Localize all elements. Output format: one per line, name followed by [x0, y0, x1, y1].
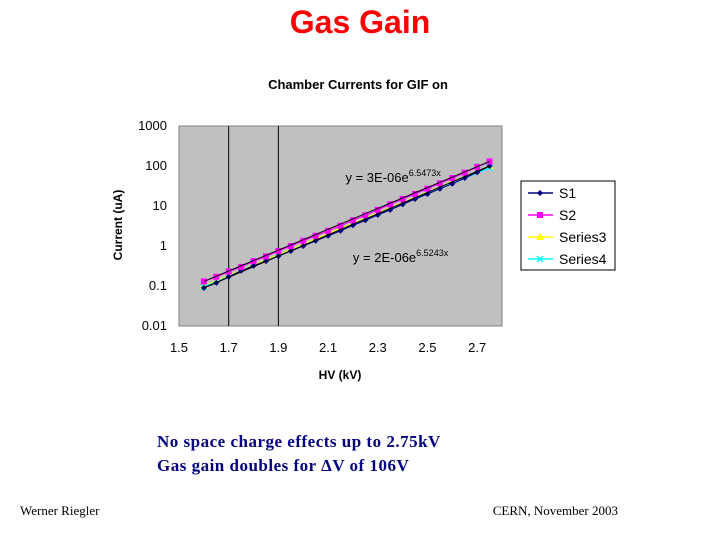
- trendline: [203, 165, 490, 289]
- chart: Chamber Currents for GIF on 1.5 1.7 1.9 2.1…: [111, 77, 616, 382]
- data-point: [362, 212, 369, 219]
- data-point: [374, 206, 381, 213]
- data-point: [449, 175, 456, 182]
- data-point: [300, 237, 307, 244]
- data-point: [387, 206, 394, 213]
- trendline-exponent: 6.5473x: [409, 168, 442, 178]
- x-tick-label: 1.7: [220, 340, 238, 355]
- y-axis-label: Current (uA): [111, 190, 125, 261]
- legend-swatch-marker: [537, 190, 543, 196]
- data-point: [275, 247, 282, 254]
- chart-title: Chamber Currents for GIF on: [268, 77, 448, 92]
- data-point: [337, 222, 344, 229]
- y-tick-label: 0.01: [142, 318, 167, 333]
- trendline-exponent: 6.5243x: [416, 248, 449, 258]
- x-tick-label: 2.1: [319, 340, 337, 355]
- legend-label: S1: [559, 185, 576, 201]
- data-point: [312, 232, 319, 239]
- y-tick-label: 0.1: [149, 278, 167, 293]
- data-point: [213, 273, 220, 280]
- legend-box: [520, 180, 616, 271]
- legend-entry-s1: S1: [528, 185, 576, 201]
- data-point: [436, 180, 443, 187]
- legend: S1 S2 Series3 Series4: [520, 180, 616, 271]
- legend-entry-series3: Series3: [528, 229, 607, 245]
- data-point: [424, 190, 431, 197]
- legend-label: Series4: [559, 251, 607, 267]
- x-axis-label: HV (kV): [319, 368, 362, 382]
- legend-entry-s2: S2: [528, 207, 576, 223]
- legend-swatch-marker: [536, 233, 544, 240]
- x-tick-label: 1.9: [269, 340, 287, 355]
- data-point: [287, 243, 294, 249]
- x-tick-label: 2.5: [418, 340, 436, 355]
- legend-swatch-marker: [537, 212, 543, 218]
- x-tick-label: 2.7: [468, 340, 486, 355]
- trendline: [203, 160, 490, 282]
- data-point: [461, 175, 468, 182]
- y-tick-label: 100: [145, 158, 167, 173]
- data-point: [412, 190, 419, 197]
- legend-label: S2: [559, 207, 576, 223]
- data-point: [238, 263, 245, 270]
- data-point: [349, 217, 356, 224]
- note-line-2: Gas gain doubles for ΔV of 106V: [157, 456, 410, 475]
- footer-venue: CERN, November 2003: [492, 503, 618, 518]
- data-point: [436, 185, 443, 192]
- y-tick-label: 1: [160, 238, 167, 253]
- data-point: [399, 195, 406, 202]
- x-tick-label: 2.3: [369, 340, 387, 355]
- footer-author: Werner Riegler: [20, 503, 100, 518]
- legend-swatch-marker: [536, 255, 544, 263]
- legend-entry-series4: Series4: [528, 251, 607, 267]
- data-point: [461, 169, 468, 176]
- data-point: [262, 253, 269, 260]
- legend-label: Series3: [559, 229, 607, 245]
- data-point: [424, 185, 431, 192]
- note-line-1: No space charge effects up to 2.75kV: [157, 432, 441, 451]
- data-point: [387, 201, 394, 208]
- slide-title: Gas Gain: [289, 4, 431, 40]
- y-tick-label: 10: [153, 198, 167, 213]
- x-tick-label: 1.5: [170, 340, 188, 355]
- y-tick-label: 1000: [138, 118, 167, 133]
- data-point: [325, 227, 332, 234]
